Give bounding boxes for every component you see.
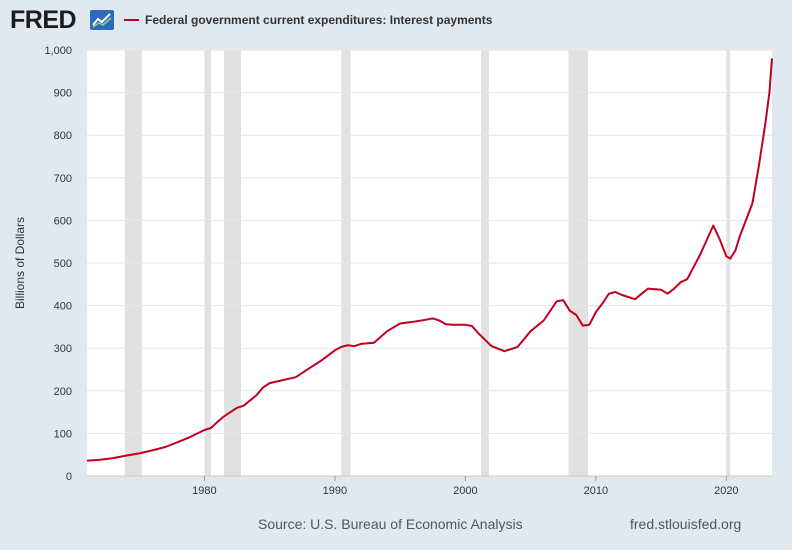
- x-tick-label: 2010: [584, 485, 608, 497]
- y-tick-label: 0: [66, 471, 72, 483]
- x-tick-label: 2020: [714, 485, 738, 497]
- x-tick-label: 2000: [453, 485, 477, 497]
- y-tick-label: 200: [54, 386, 72, 398]
- trend-graph-icon: [90, 10, 114, 30]
- fred-logo[interactable]: FRED: [10, 6, 77, 34]
- legend-swatch: [124, 19, 139, 21]
- y-tick-label: 600: [54, 215, 72, 227]
- y-tick-label: 300: [54, 343, 72, 355]
- header: FRED Federal government current expendit…: [0, 0, 792, 40]
- y-tick-label: 1,000: [44, 45, 72, 57]
- fred-url-link[interactable]: fred.stlouisfed.org: [630, 516, 742, 532]
- y-tick-label: 100: [54, 428, 72, 440]
- y-tick-label: 900: [54, 88, 72, 100]
- y-axis-label: Billions of Dollars: [13, 217, 27, 309]
- source-text: Source: U.S. Bureau of Economic Analysis: [258, 516, 523, 532]
- gridlines: [87, 49, 772, 477]
- x-axis-ticks: 1980 1990 2000 2010 2020: [192, 476, 739, 497]
- y-tick-label: 500: [54, 258, 72, 270]
- legend-label: Federal government current expenditures:…: [145, 13, 493, 27]
- series-line: [86, 58, 773, 462]
- x-tick-label: 1980: [192, 485, 216, 497]
- legend: Federal government current expenditures:…: [124, 12, 492, 28]
- y-tick-label: 700: [54, 173, 72, 185]
- y-axis-ticks: 0 100 200 300 400 500 600 700 800 900 1,000: [44, 45, 72, 483]
- y-tick-label: 400: [54, 301, 72, 313]
- x-tick-label: 1990: [323, 485, 347, 497]
- y-tick-label: 800: [54, 130, 72, 142]
